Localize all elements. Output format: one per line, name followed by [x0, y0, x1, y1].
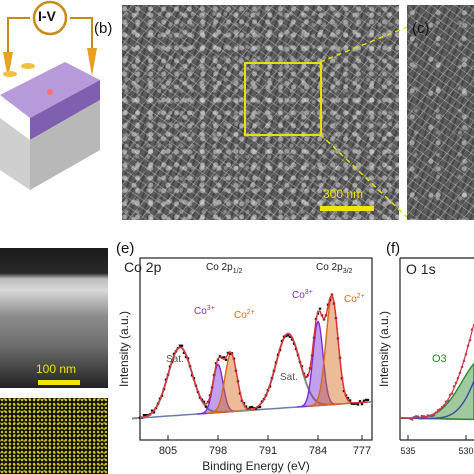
panel-b-sem-image — [122, 5, 399, 220]
plot-frame — [139, 257, 373, 441]
fit-envelope — [400, 323, 474, 419]
species-label: Co3+ — [194, 305, 215, 317]
zoom-box — [244, 62, 322, 136]
probe-right-icon — [87, 48, 97, 76]
y-axis-label: Intensity (a.u.) — [377, 311, 391, 387]
panel-d-eds-map — [0, 398, 108, 474]
spectrum-title: Co 2p — [124, 259, 162, 275]
panel-d-cross-section — [0, 248, 108, 388]
x-tick-label: 777 — [353, 445, 371, 457]
panel-d-scale-label: 100 nm — [36, 362, 77, 376]
y-axis-label: Intensity (a.u.) — [117, 311, 131, 387]
o1s-xps-chart: O 1s O3 535 530 Intensity (a.u.) — [377, 257, 474, 456]
panel-b-scale-label: 300 nm — [323, 187, 364, 201]
peak-label-2p32: Co 2p3/2 — [316, 262, 353, 275]
species-label: Co3+ — [292, 289, 313, 301]
spectrum-title: O 1s — [406, 261, 436, 277]
sat-label: Sat. — [280, 372, 298, 383]
panel-e-label: (e) — [116, 240, 135, 257]
iv-wire-left — [7, 17, 30, 55]
co2p-xps-chart: Co 2p Co 2p1/2 Co 2p3/2 Co3+ Co2+ Co3+ Co2+ Sat… — [117, 257, 373, 473]
x-tick-label: 535 — [400, 446, 415, 456]
panel-c-sem-image — [407, 5, 474, 220]
species-label: Co2+ — [344, 293, 365, 305]
panel-a-schematic: I-V — [0, 0, 110, 200]
x-tick-label: 530 — [458, 446, 473, 456]
x-tick-label: 805 — [159, 445, 177, 457]
iv-wire-right — [70, 17, 93, 48]
laser-spot-icon — [47, 89, 53, 95]
panel-b-label: (b) — [94, 20, 113, 37]
panel-b-scale-bar — [320, 206, 374, 211]
panel-f-label: (f) — [386, 240, 401, 257]
panel-d-scale-bar — [38, 380, 80, 385]
iv-label: I-V — [38, 8, 56, 24]
species-label: Co2+ — [234, 309, 255, 321]
iv-meter-icon — [32, 0, 68, 36]
fit-envelope — [139, 293, 369, 419]
sat-label: Sat. — [166, 354, 184, 365]
x-tick-label: 784 — [309, 445, 327, 457]
contact-pad-icon — [3, 71, 17, 77]
peak-label-2p12: Co 2p1/2 — [206, 262, 243, 275]
o3-label: O3 — [432, 353, 447, 365]
x-tick-label: 798 — [209, 445, 227, 457]
x-tick-label: 791 — [259, 445, 277, 457]
device-side-face — [30, 80, 100, 140]
probe-left-icon — [3, 52, 13, 78]
panel-c-label: (c) — [412, 20, 430, 37]
x-axis-label: Binding Energy (eV) — [202, 459, 309, 473]
